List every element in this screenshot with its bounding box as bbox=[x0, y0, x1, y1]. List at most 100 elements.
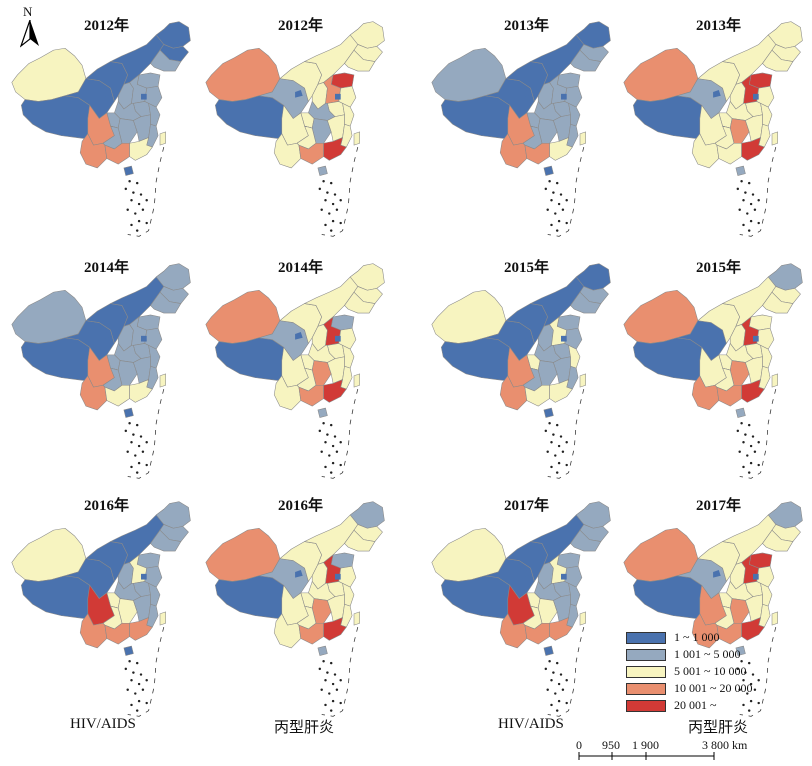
island-dot bbox=[318, 429, 322, 433]
island-dot bbox=[324, 441, 327, 444]
island-dot bbox=[746, 692, 749, 695]
island-dot bbox=[550, 465, 553, 469]
island-dot bbox=[555, 471, 559, 474]
island-dot bbox=[747, 181, 751, 185]
map-title: 2014年 bbox=[278, 260, 324, 276]
province-hainan bbox=[543, 165, 554, 176]
china-choropleth-map bbox=[205, 263, 385, 479]
lake-shape bbox=[753, 93, 759, 100]
province-yn bbox=[691, 375, 720, 411]
china-choropleth-map bbox=[431, 263, 611, 479]
island-dot bbox=[322, 660, 325, 663]
island-dot bbox=[126, 208, 129, 211]
island-dot bbox=[328, 692, 331, 695]
lake-shape bbox=[141, 573, 147, 580]
province-hainan bbox=[317, 165, 328, 176]
island-dot bbox=[747, 423, 751, 427]
province-gd bbox=[129, 617, 153, 641]
island-dot bbox=[751, 673, 755, 676]
island-dot bbox=[561, 208, 565, 211]
province-hainan bbox=[735, 645, 746, 656]
island-dot bbox=[124, 187, 128, 191]
island-dot bbox=[555, 661, 559, 665]
map-title: 2016年 bbox=[278, 498, 324, 514]
maritime-boundary-line bbox=[547, 626, 585, 717]
island-dot bbox=[333, 193, 337, 196]
maritime-boundary-line bbox=[127, 626, 165, 717]
island-dot bbox=[329, 181, 333, 185]
province-gd bbox=[323, 379, 347, 403]
province-gd bbox=[741, 379, 765, 403]
island-dot bbox=[339, 701, 342, 705]
island-dot bbox=[740, 660, 743, 663]
island-dot bbox=[331, 202, 335, 206]
map-panel-hiv-2015: 2015年 bbox=[428, 256, 618, 486]
caption-hiv-right: HIV/AIDS bbox=[498, 716, 564, 732]
island-dot bbox=[742, 703, 745, 707]
island-dot bbox=[324, 199, 327, 202]
lake-shape bbox=[295, 332, 303, 340]
map-title: 2013年 bbox=[504, 18, 550, 34]
province-tw bbox=[771, 131, 778, 146]
legend-label: 20 001 ~ bbox=[674, 698, 717, 712]
island-dot bbox=[137, 202, 141, 206]
island-dot bbox=[320, 208, 323, 211]
island-dot bbox=[137, 699, 141, 703]
legend-swatch bbox=[626, 666, 666, 678]
island-dot bbox=[329, 471, 333, 474]
island-dot bbox=[749, 202, 753, 206]
island-dot bbox=[139, 673, 143, 676]
province-gd bbox=[549, 617, 573, 641]
map-panel-hcv-2012: 2012年 bbox=[202, 14, 392, 244]
province-ln bbox=[344, 291, 376, 314]
island-dot bbox=[736, 667, 740, 671]
map-panel-hcv-2017: 2017年 bbox=[620, 494, 810, 724]
map-title: 2017年 bbox=[504, 498, 550, 514]
island-dot bbox=[132, 671, 135, 674]
legend-swatch bbox=[626, 700, 666, 712]
scale-tick-label: 3 800 km bbox=[702, 738, 748, 752]
island-dot bbox=[742, 441, 745, 444]
island-dot bbox=[331, 461, 335, 465]
island-dot bbox=[335, 450, 339, 453]
map-panel-hcv-2014: 2014年 bbox=[202, 256, 392, 486]
maritime-boundary-line bbox=[547, 146, 585, 237]
island-dot bbox=[742, 465, 745, 469]
island-dot bbox=[135, 709, 139, 712]
map-panel-hiv-2014: 2014年 bbox=[8, 256, 198, 486]
lake-shape bbox=[713, 90, 721, 98]
island-dot bbox=[546, 450, 549, 453]
lake-shape bbox=[141, 93, 147, 100]
island-dot bbox=[736, 429, 740, 433]
island-dot bbox=[339, 679, 342, 682]
island-dot bbox=[132, 191, 135, 194]
province-tw bbox=[159, 611, 166, 626]
legend-label: 10 001 ~ 20 000 bbox=[674, 681, 753, 695]
island-dot bbox=[749, 699, 753, 703]
lake-shape bbox=[561, 335, 567, 342]
province-gd bbox=[741, 137, 765, 161]
island-dot bbox=[333, 673, 337, 676]
island-dot bbox=[139, 435, 143, 438]
province-tw bbox=[579, 611, 586, 626]
province-hainan bbox=[317, 407, 328, 418]
province-yn bbox=[273, 375, 302, 411]
island-dot bbox=[744, 433, 747, 436]
province-tw bbox=[353, 611, 360, 626]
island-dot bbox=[738, 208, 741, 211]
island-dot bbox=[565, 463, 568, 467]
island-dot bbox=[565, 701, 568, 705]
island-dot bbox=[561, 688, 565, 691]
maritime-boundary-line bbox=[739, 626, 777, 717]
caption-hiv-left: HIV/AIDS bbox=[70, 716, 136, 732]
china-choropleth-map bbox=[11, 21, 191, 237]
legend-label: 1 001 ~ 5 000 bbox=[674, 647, 741, 661]
province-yn bbox=[499, 375, 528, 411]
island-dot bbox=[561, 450, 565, 453]
map-panel-hcv-2015: 2015年 bbox=[620, 256, 810, 486]
island-dot bbox=[749, 219, 753, 223]
island-dot bbox=[331, 219, 335, 223]
island-dot bbox=[126, 688, 129, 691]
caption-hcv-left: 丙型肝炎 bbox=[274, 720, 335, 736]
province-yn bbox=[691, 133, 720, 169]
